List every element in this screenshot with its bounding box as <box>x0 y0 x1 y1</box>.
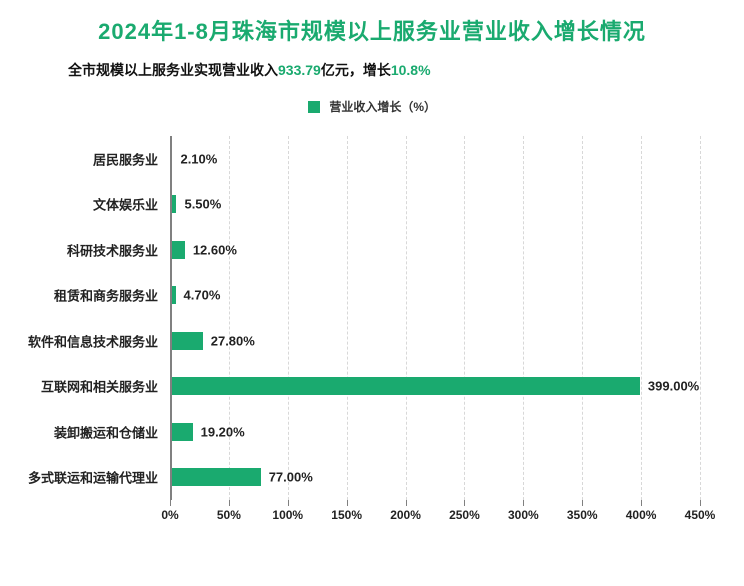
gridline <box>406 136 407 500</box>
subtitle-unit: 亿元，增长 <box>321 62 391 78</box>
x-tick-label: 300% <box>508 508 539 522</box>
bar <box>170 423 193 441</box>
gridline <box>347 136 348 500</box>
chart-subtitle: 全市规模以上服务业实现营业收入933.79亿元，增长10.8% <box>0 46 744 80</box>
gridline <box>464 136 465 500</box>
category-label: 软件和信息技术服务业 <box>28 331 158 350</box>
x-tick-mark <box>170 500 171 506</box>
category-label: 互联网和相关服务业 <box>41 377 158 396</box>
bar-value-label: 399.00% <box>648 379 699 394</box>
bar-value-label: 4.70% <box>184 288 221 303</box>
category-label: 科研技术服务业 <box>67 240 158 259</box>
x-tick-label: 250% <box>449 508 480 522</box>
x-tick-label: 100% <box>272 508 303 522</box>
x-tick-mark <box>641 500 642 506</box>
legend: 营业收入增长（%） <box>0 80 744 121</box>
bar-value-label: 2.10% <box>180 151 217 166</box>
gridline <box>700 136 701 500</box>
gridline <box>288 136 289 500</box>
x-tick-mark <box>700 500 701 506</box>
bar-value-label: 19.20% <box>201 424 245 439</box>
chart-plot-area: 0%50%100%150%200%250%300%350%400%450%居民服… <box>170 136 700 536</box>
category-label: 装卸搬运和仓储业 <box>54 422 158 441</box>
bar-value-label: 5.50% <box>184 197 221 212</box>
category-label: 文体娱乐业 <box>93 195 158 214</box>
x-tick-mark <box>288 500 289 506</box>
category-label: 租赁和商务服务业 <box>54 286 158 305</box>
gridline <box>582 136 583 500</box>
subtitle-value2: 10.8% <box>391 62 431 78</box>
chart-title: 2024年1-8月珠海市规模以上服务业营业收入增长情况 <box>0 0 744 46</box>
x-tick-label: 350% <box>567 508 598 522</box>
bar <box>170 468 261 486</box>
x-tick-mark <box>406 500 407 506</box>
category-label: 多式联运和运输代理业 <box>28 468 158 487</box>
x-tick-mark <box>229 500 230 506</box>
bar <box>170 241 185 259</box>
x-tick-label: 200% <box>390 508 421 522</box>
gridline <box>523 136 524 500</box>
x-tick-label: 400% <box>626 508 657 522</box>
bar <box>170 332 203 350</box>
subtitle-prefix: 全市规模以上服务业实现营业收入 <box>68 62 278 78</box>
gridline <box>641 136 642 500</box>
x-tick-mark <box>464 500 465 506</box>
bar-value-label: 27.80% <box>211 333 255 348</box>
bar-value-label: 77.00% <box>269 470 313 485</box>
x-tick-mark <box>582 500 583 506</box>
legend-marker <box>308 101 320 113</box>
x-tick-label: 150% <box>331 508 362 522</box>
x-tick-label: 450% <box>685 508 716 522</box>
category-label: 居民服务业 <box>93 149 158 168</box>
bar <box>170 377 640 395</box>
gridline <box>229 136 230 500</box>
x-tick-label: 50% <box>217 508 241 522</box>
y-axis <box>170 136 172 500</box>
subtitle-value1: 933.79 <box>278 62 321 78</box>
x-tick-mark <box>347 500 348 506</box>
legend-text: 营业收入增长（%） <box>329 98 436 115</box>
bar-value-label: 12.60% <box>193 242 237 257</box>
x-tick-label: 0% <box>161 508 178 522</box>
x-tick-mark <box>523 500 524 506</box>
